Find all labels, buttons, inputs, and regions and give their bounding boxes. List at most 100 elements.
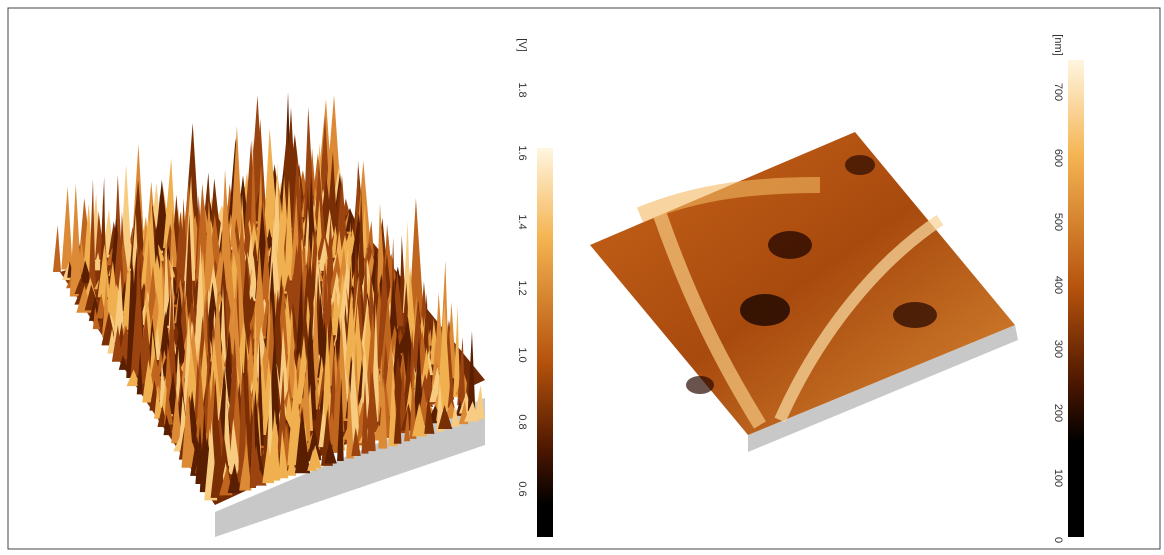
spike bbox=[92, 306, 101, 330]
spike bbox=[250, 137, 257, 253]
spike bbox=[111, 324, 123, 362]
spike bbox=[437, 404, 453, 429]
colorbar-tick-label: 500 bbox=[1052, 213, 1064, 231]
spike bbox=[241, 254, 252, 323]
spike bbox=[302, 352, 311, 442]
right-colorbar-under bbox=[1068, 442, 1084, 537]
right-features bbox=[636, 155, 944, 429]
spike bbox=[61, 186, 73, 270]
spike bbox=[361, 379, 369, 454]
spike bbox=[174, 317, 187, 364]
pit bbox=[845, 155, 875, 175]
spike bbox=[403, 407, 410, 442]
colorbar-tick-label: 1.4 bbox=[516, 214, 528, 229]
spike bbox=[219, 169, 234, 301]
colorbar-tick-label: 700 bbox=[1052, 83, 1064, 101]
ridge bbox=[636, 177, 821, 223]
spike bbox=[291, 223, 307, 337]
colorbar-unit: [V] bbox=[516, 38, 528, 51]
spike bbox=[346, 375, 354, 459]
left-colorbar-under bbox=[537, 505, 553, 537]
spike bbox=[230, 125, 244, 248]
spike bbox=[52, 225, 62, 272]
colorbar-tick-label: 300 bbox=[1052, 340, 1064, 358]
frame bbox=[7, 7, 1161, 550]
spike bbox=[436, 301, 452, 411]
spike bbox=[159, 311, 172, 358]
ridge bbox=[774, 215, 944, 423]
spike bbox=[284, 107, 298, 222]
spike bbox=[93, 252, 102, 271]
colorbar-tick-label: 1.6 bbox=[516, 145, 528, 160]
spike bbox=[474, 384, 485, 420]
spike bbox=[171, 389, 183, 444]
spike bbox=[96, 293, 106, 319]
spike bbox=[210, 425, 225, 498]
spike bbox=[378, 376, 388, 449]
pit bbox=[686, 376, 714, 394]
spike bbox=[366, 220, 375, 257]
colorbar-tick-label: 0.8 bbox=[516, 414, 528, 429]
spike bbox=[104, 260, 120, 325]
spike bbox=[332, 383, 339, 453]
spike bbox=[286, 452, 297, 476]
spike bbox=[294, 406, 311, 474]
left-colorbar bbox=[537, 148, 553, 505]
spike bbox=[163, 414, 172, 436]
pit bbox=[740, 294, 790, 326]
ridge bbox=[653, 212, 766, 429]
colorbar-tick-label: 0.6 bbox=[516, 481, 528, 496]
spike bbox=[239, 442, 252, 491]
spike bbox=[181, 387, 194, 468]
spike bbox=[409, 358, 417, 439]
spike bbox=[357, 188, 366, 299]
spike bbox=[451, 405, 460, 427]
spike bbox=[118, 354, 128, 370]
spike bbox=[321, 323, 333, 437]
colorbar-tick-label: 1.8 bbox=[516, 82, 528, 97]
right-base bbox=[748, 325, 1018, 452]
colorbar-tick-label: 400 bbox=[1052, 276, 1064, 294]
spike bbox=[335, 174, 348, 256]
spike bbox=[367, 365, 376, 452]
colorbar-unit: [nm] bbox=[1052, 34, 1064, 55]
spike bbox=[453, 305, 460, 398]
spike bbox=[227, 463, 241, 493]
colorbar-tick-label: 600 bbox=[1052, 149, 1064, 167]
spike bbox=[467, 330, 476, 412]
colorbar-tick-label: 0 bbox=[1052, 537, 1064, 543]
spike bbox=[278, 429, 289, 479]
spike bbox=[154, 388, 163, 419]
right-colorbar-labels: [nm] 700 600 500 400 300 200 100 0 bbox=[1052, 34, 1064, 543]
spike bbox=[309, 444, 322, 469]
spike bbox=[278, 326, 289, 401]
spike bbox=[255, 118, 266, 211]
spike bbox=[287, 310, 296, 399]
spike bbox=[69, 183, 83, 297]
spike bbox=[164, 385, 173, 425]
spike bbox=[169, 209, 178, 267]
spike bbox=[447, 384, 455, 408]
spike bbox=[107, 328, 117, 354]
colorbar-tick-label: 100 bbox=[1052, 469, 1064, 487]
spike bbox=[313, 159, 326, 242]
spike bbox=[276, 369, 287, 460]
right-surface bbox=[590, 132, 1015, 435]
spike bbox=[408, 197, 425, 322]
spike bbox=[412, 402, 428, 437]
colorbar-tick-label: 1.0 bbox=[516, 347, 528, 362]
spike bbox=[351, 427, 361, 457]
right-colorbar bbox=[1068, 60, 1084, 442]
spike bbox=[309, 325, 317, 421]
spike bbox=[413, 336, 424, 418]
spike bbox=[228, 418, 241, 475]
pit bbox=[768, 231, 812, 259]
spike bbox=[223, 380, 232, 467]
spike bbox=[88, 178, 96, 281]
spike bbox=[393, 378, 402, 444]
spike bbox=[206, 335, 223, 421]
spike bbox=[267, 409, 281, 481]
colorbar-tick-label: 1.2 bbox=[516, 280, 528, 295]
spike bbox=[325, 94, 342, 199]
